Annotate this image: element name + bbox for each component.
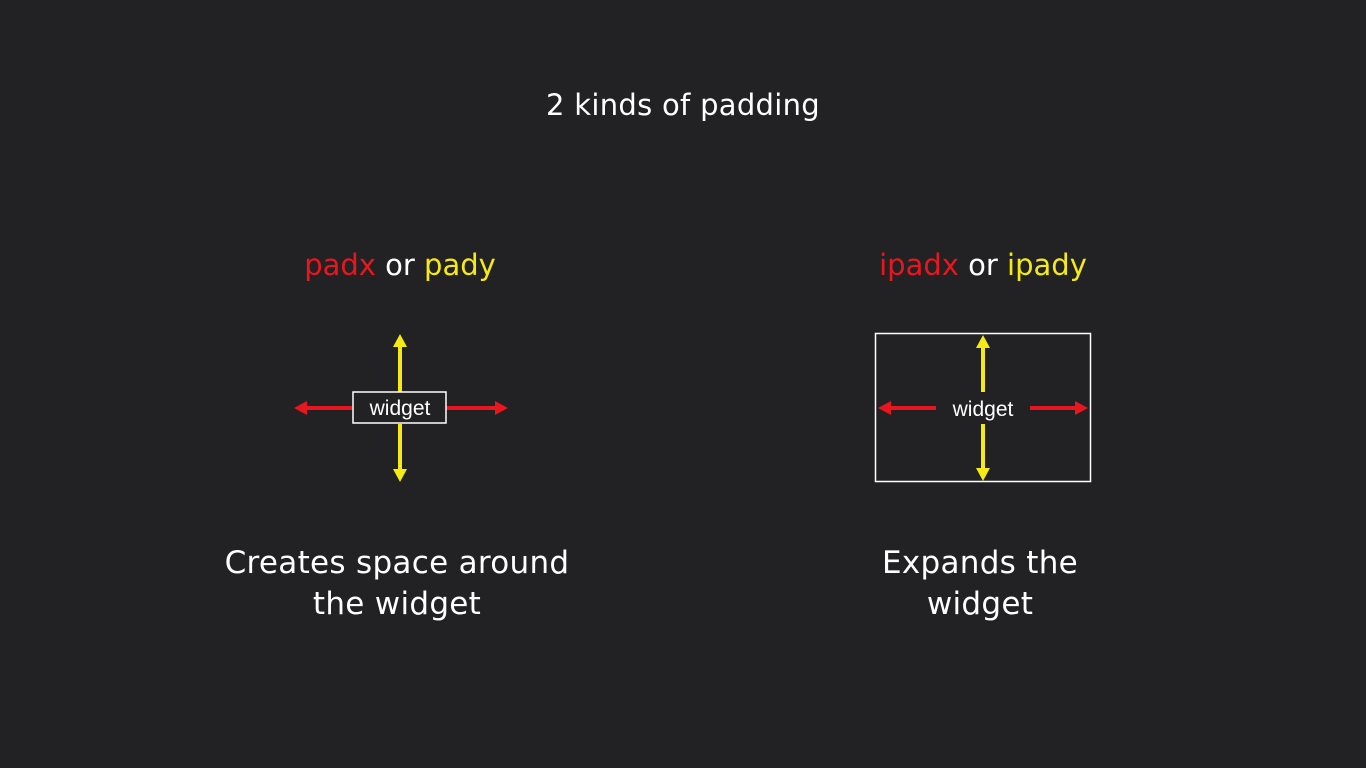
left-description: Creates space around the widget <box>197 543 597 625</box>
ipadx-arrowhead-left <box>878 401 891 415</box>
pady-arrowhead-top <box>393 334 407 347</box>
right-heading: ipadx or ipady <box>780 248 1186 282</box>
or-label: or <box>375 248 425 282</box>
widget-box <box>352 391 447 424</box>
right-description-line2: widget <box>926 586 1034 622</box>
padx-label: padx <box>304 248 376 282</box>
ipady-arrowhead-bottom <box>976 468 990 481</box>
expanded-widget-box <box>874 332 1092 483</box>
padx-pady-diagram: widget <box>294 334 508 482</box>
widget-label: widget <box>369 397 431 420</box>
widget-label-bg <box>940 394 1026 422</box>
pady-label: pady <box>424 248 496 282</box>
right-description-line1: Expands the <box>881 545 1079 581</box>
ipady-arrowhead-top <box>976 335 990 348</box>
ipady-label: ipady <box>1007 248 1087 282</box>
ipadx-ipady-diagram: widget <box>874 332 1092 483</box>
left-heading: padx or pady <box>197 248 603 282</box>
ipadx-arrowhead-right <box>1075 401 1088 415</box>
slide-title: 2 kinds of padding <box>545 88 821 122</box>
left-description-line2: the widget <box>312 586 482 622</box>
left-description-line1: Creates space around <box>224 545 570 581</box>
right-description: Expands the widget <box>780 543 1180 625</box>
pady-arrowhead-bottom <box>393 469 407 482</box>
padx-arrowhead-right <box>495 401 508 415</box>
widget-label: widget <box>952 398 1014 421</box>
padx-arrowhead-left <box>294 401 307 415</box>
or-label: or <box>958 248 1008 282</box>
ipadx-label: ipadx <box>879 248 959 282</box>
